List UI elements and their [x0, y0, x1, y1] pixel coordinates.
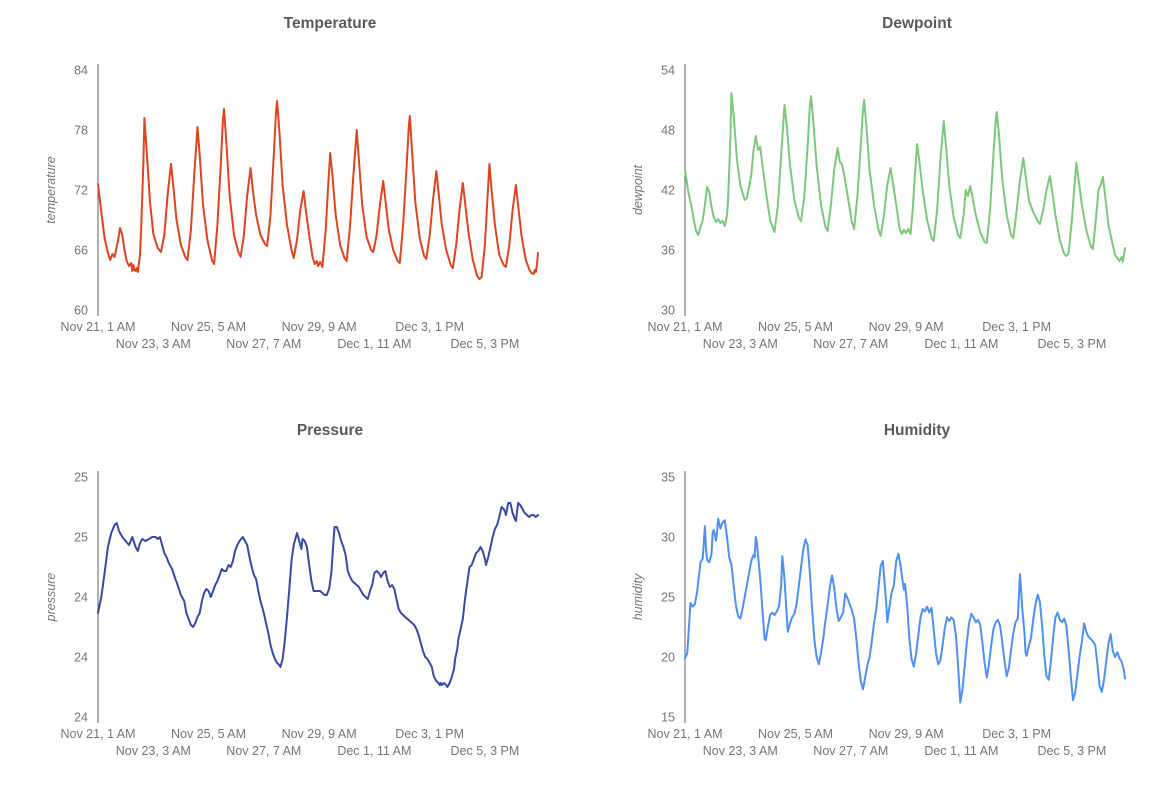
y-tick-label: 24 — [74, 651, 88, 665]
x-tick-label: Nov 27, 7 AM — [226, 744, 301, 758]
x-tick-label: Dec 3, 1 PM — [982, 320, 1051, 334]
x-tick-label: Dec 1, 11 AM — [337, 337, 411, 351]
y-tick-label: 66 — [74, 244, 88, 258]
y-tick-label: 25 — [74, 531, 88, 545]
x-tick-label: Nov 29, 9 AM — [869, 727, 944, 741]
y-tick-label: 54 — [661, 64, 675, 78]
x-tick-label: Nov 29, 9 AM — [869, 320, 944, 334]
y-axis-title: humidity — [631, 573, 645, 620]
pressure-plot: Pressure 25 25 24 24 24 Nov 21, 1 AM Nov 23, 3 … — [44, 422, 539, 758]
x-tick-label: Dec 3, 1 PM — [395, 727, 464, 741]
y-axis-title: temperature — [44, 156, 58, 223]
chart-title: Temperature — [284, 15, 377, 32]
chart-title: Humidity — [884, 422, 951, 439]
x-tick-label: Nov 21, 1 AM — [647, 320, 722, 334]
x-tick-label: Nov 25, 5 AM — [171, 727, 246, 741]
x-tick-label: Nov 29, 9 AM — [282, 727, 357, 741]
x-tick-label: Nov 25, 5 AM — [758, 727, 833, 741]
x-tick-label: Nov 23, 3 AM — [116, 337, 191, 351]
y-tick-label: 24 — [74, 591, 88, 605]
x-tick-label: Dec 3, 1 PM — [395, 320, 464, 334]
y-tick-label: 72 — [74, 184, 88, 198]
y-tick-label: 84 — [74, 64, 88, 78]
y-tick-label: 25 — [661, 591, 675, 605]
x-tick-label: Dec 5, 3 PM — [451, 337, 520, 351]
x-tick-label: Nov 21, 1 AM — [647, 727, 722, 741]
dewpoint-series-line — [684, 92, 1126, 263]
chart-title: Dewpoint — [882, 15, 952, 32]
y-axis-title: dewpoint — [631, 164, 645, 215]
chart-title: Pressure — [297, 422, 364, 439]
humidity-plot: Humidity 35 30 25 20 15 Nov 21, 1 AM Nov 23, 3 … — [631, 422, 1126, 758]
y-tick-label: 48 — [661, 124, 675, 138]
x-tick-label: Dec 5, 3 PM — [1038, 337, 1107, 351]
x-tick-label: Dec 5, 3 PM — [451, 744, 520, 758]
x-tick-label: Dec 1, 11 AM — [337, 744, 411, 758]
dewpoint-chart: Dewpoint 54 48 42 36 30 Nov 21, 1 AM Nov 23, 3 … — [587, 0, 1175, 392]
y-tick-label: 36 — [661, 244, 675, 258]
pressure-series-line — [97, 502, 539, 688]
x-tick-label: Dec 3, 1 PM — [982, 727, 1051, 741]
y-tick-label: 24 — [74, 711, 88, 725]
humidity-chart: Humidity 35 30 25 20 15 Nov 21, 1 AM Nov 23, 3 … — [587, 392, 1175, 785]
dewpoint-plot: Dewpoint 54 48 42 36 30 Nov 21, 1 AM Nov 23, 3 … — [631, 15, 1126, 351]
y-tick-label: 78 — [74, 124, 88, 138]
x-tick-label: Nov 29, 9 AM — [282, 320, 357, 334]
pressure-chart: Pressure 25 25 24 24 24 Nov 21, 1 AM Nov 23, 3 … — [0, 392, 587, 785]
x-tick-label: Nov 25, 5 AM — [171, 320, 246, 334]
temperature-plot: Temperature 84 78 72 66 60 Nov 21, 1 AM Nov 23,… — [44, 15, 539, 351]
x-tick-label: Dec 1, 11 AM — [924, 337, 998, 351]
y-tick-label: 35 — [661, 471, 675, 485]
temperature-series-line — [97, 100, 539, 280]
x-tick-label: Nov 25, 5 AM — [758, 320, 833, 334]
x-tick-label: Nov 27, 7 AM — [813, 744, 888, 758]
x-tick-label: Nov 21, 1 AM — [60, 320, 135, 334]
x-tick-label: Dec 5, 3 PM — [1038, 744, 1107, 758]
y-tick-label: 30 — [661, 531, 675, 545]
x-tick-label: Nov 23, 3 AM — [703, 744, 778, 758]
x-tick-label: Dec 1, 11 AM — [924, 744, 998, 758]
y-tick-label: 30 — [661, 304, 675, 318]
x-tick-label: Nov 23, 3 AM — [703, 337, 778, 351]
y-tick-label: 60 — [74, 304, 88, 318]
y-tick-label: 15 — [661, 711, 675, 725]
x-tick-label: Nov 23, 3 AM — [116, 744, 191, 758]
y-tick-label: 20 — [661, 651, 675, 665]
x-tick-label: Nov 27, 7 AM — [813, 337, 888, 351]
y-tick-label: 42 — [661, 184, 675, 198]
humidity-series-line — [684, 518, 1126, 704]
temperature-chart: Temperature 84 78 72 66 60 Nov 21, 1 AM Nov 23,… — [0, 0, 587, 392]
y-tick-label: 25 — [74, 471, 88, 485]
x-tick-label: Nov 27, 7 AM — [226, 337, 301, 351]
x-tick-label: Nov 21, 1 AM — [60, 727, 135, 741]
y-axis-title: pressure — [44, 573, 58, 623]
